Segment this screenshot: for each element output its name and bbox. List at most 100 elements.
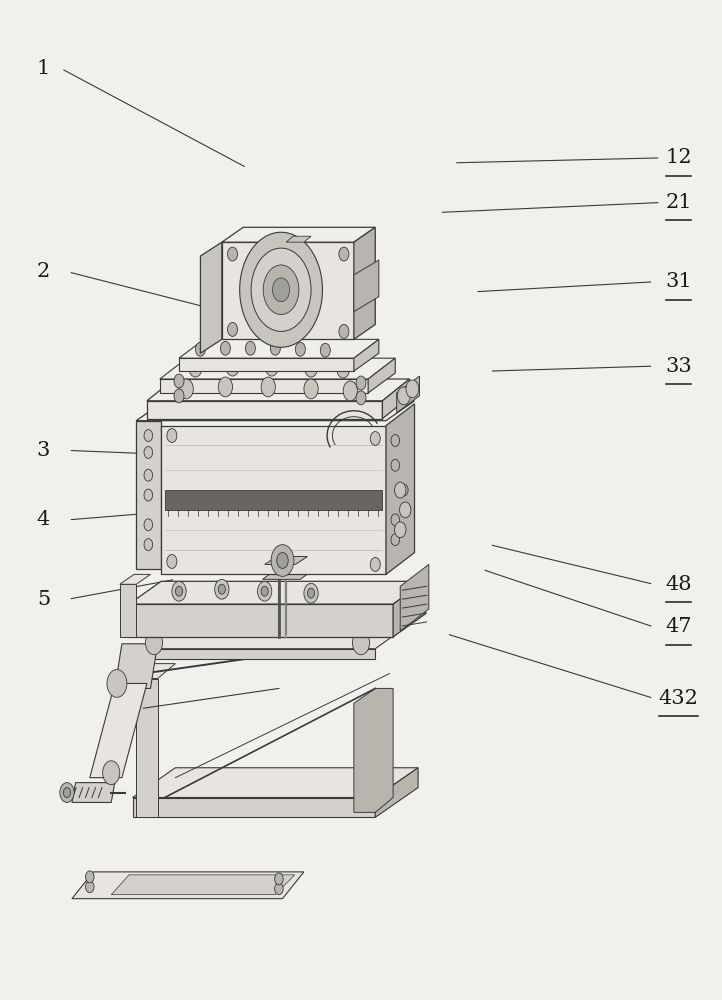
Polygon shape xyxy=(400,564,429,631)
Polygon shape xyxy=(136,421,161,569)
Text: 21: 21 xyxy=(665,193,692,212)
Circle shape xyxy=(251,248,311,331)
Text: 1: 1 xyxy=(37,59,50,78)
Text: 3: 3 xyxy=(37,441,50,460)
Text: 432: 432 xyxy=(658,689,698,708)
Circle shape xyxy=(272,278,290,302)
Circle shape xyxy=(394,522,406,538)
Circle shape xyxy=(356,376,366,390)
Circle shape xyxy=(399,484,408,496)
Polygon shape xyxy=(165,490,383,510)
Circle shape xyxy=(144,430,152,441)
Polygon shape xyxy=(136,401,414,421)
Text: 2: 2 xyxy=(37,262,50,281)
Circle shape xyxy=(304,379,318,399)
Polygon shape xyxy=(201,242,222,353)
Polygon shape xyxy=(129,604,393,637)
Circle shape xyxy=(308,588,315,598)
Circle shape xyxy=(174,389,184,403)
Text: 31: 31 xyxy=(665,272,692,291)
Circle shape xyxy=(270,341,280,355)
Circle shape xyxy=(107,670,127,697)
Circle shape xyxy=(179,379,193,399)
Circle shape xyxy=(277,553,288,568)
Polygon shape xyxy=(136,678,157,817)
Circle shape xyxy=(261,377,275,397)
Circle shape xyxy=(85,881,94,893)
Polygon shape xyxy=(140,649,375,659)
Polygon shape xyxy=(354,339,379,371)
Text: 33: 33 xyxy=(665,357,692,376)
Polygon shape xyxy=(354,688,393,812)
Circle shape xyxy=(356,391,366,405)
Circle shape xyxy=(220,341,230,355)
Circle shape xyxy=(336,360,349,378)
Text: 5: 5 xyxy=(37,590,50,609)
Circle shape xyxy=(240,232,323,347)
Circle shape xyxy=(226,358,239,376)
Circle shape xyxy=(196,342,206,356)
Circle shape xyxy=(218,584,225,594)
Polygon shape xyxy=(222,227,375,242)
Circle shape xyxy=(172,581,186,601)
Polygon shape xyxy=(136,664,175,678)
Circle shape xyxy=(227,322,238,336)
Circle shape xyxy=(227,247,238,261)
Circle shape xyxy=(391,435,399,446)
Polygon shape xyxy=(375,768,418,817)
Polygon shape xyxy=(115,644,157,688)
Polygon shape xyxy=(368,358,395,393)
Circle shape xyxy=(189,359,202,377)
Circle shape xyxy=(85,871,94,883)
Text: 47: 47 xyxy=(666,617,692,636)
Polygon shape xyxy=(140,636,393,649)
Circle shape xyxy=(214,579,229,599)
Circle shape xyxy=(174,374,184,388)
Text: 4: 4 xyxy=(37,510,50,529)
Circle shape xyxy=(261,586,269,596)
Circle shape xyxy=(144,519,152,531)
Polygon shape xyxy=(179,358,354,371)
Polygon shape xyxy=(396,376,419,413)
Circle shape xyxy=(258,581,271,601)
Circle shape xyxy=(343,381,357,401)
Polygon shape xyxy=(393,581,425,637)
Circle shape xyxy=(60,783,74,802)
Circle shape xyxy=(274,883,283,895)
Circle shape xyxy=(397,387,410,405)
Circle shape xyxy=(264,265,299,315)
Polygon shape xyxy=(147,401,383,419)
Polygon shape xyxy=(111,875,295,895)
Circle shape xyxy=(144,446,152,458)
Polygon shape xyxy=(133,798,375,817)
Circle shape xyxy=(167,555,177,568)
Circle shape xyxy=(175,586,183,596)
Circle shape xyxy=(391,534,399,546)
Circle shape xyxy=(144,539,152,551)
Circle shape xyxy=(266,358,278,376)
Circle shape xyxy=(305,359,318,377)
Circle shape xyxy=(274,873,283,885)
Polygon shape xyxy=(72,872,304,899)
Polygon shape xyxy=(72,783,115,802)
Circle shape xyxy=(245,341,256,355)
Circle shape xyxy=(391,514,399,526)
Polygon shape xyxy=(383,379,409,419)
Polygon shape xyxy=(160,379,368,393)
Circle shape xyxy=(321,343,330,357)
Polygon shape xyxy=(286,236,311,242)
Polygon shape xyxy=(263,571,311,579)
Polygon shape xyxy=(354,260,379,312)
Polygon shape xyxy=(120,574,150,584)
Text: 12: 12 xyxy=(665,148,692,167)
Circle shape xyxy=(370,558,380,571)
Circle shape xyxy=(271,545,294,576)
Circle shape xyxy=(295,342,305,356)
Polygon shape xyxy=(222,242,354,339)
Circle shape xyxy=(144,489,152,501)
Circle shape xyxy=(339,324,349,338)
Polygon shape xyxy=(265,557,308,564)
Circle shape xyxy=(370,432,380,445)
Text: 48: 48 xyxy=(666,575,692,594)
Polygon shape xyxy=(147,379,409,401)
